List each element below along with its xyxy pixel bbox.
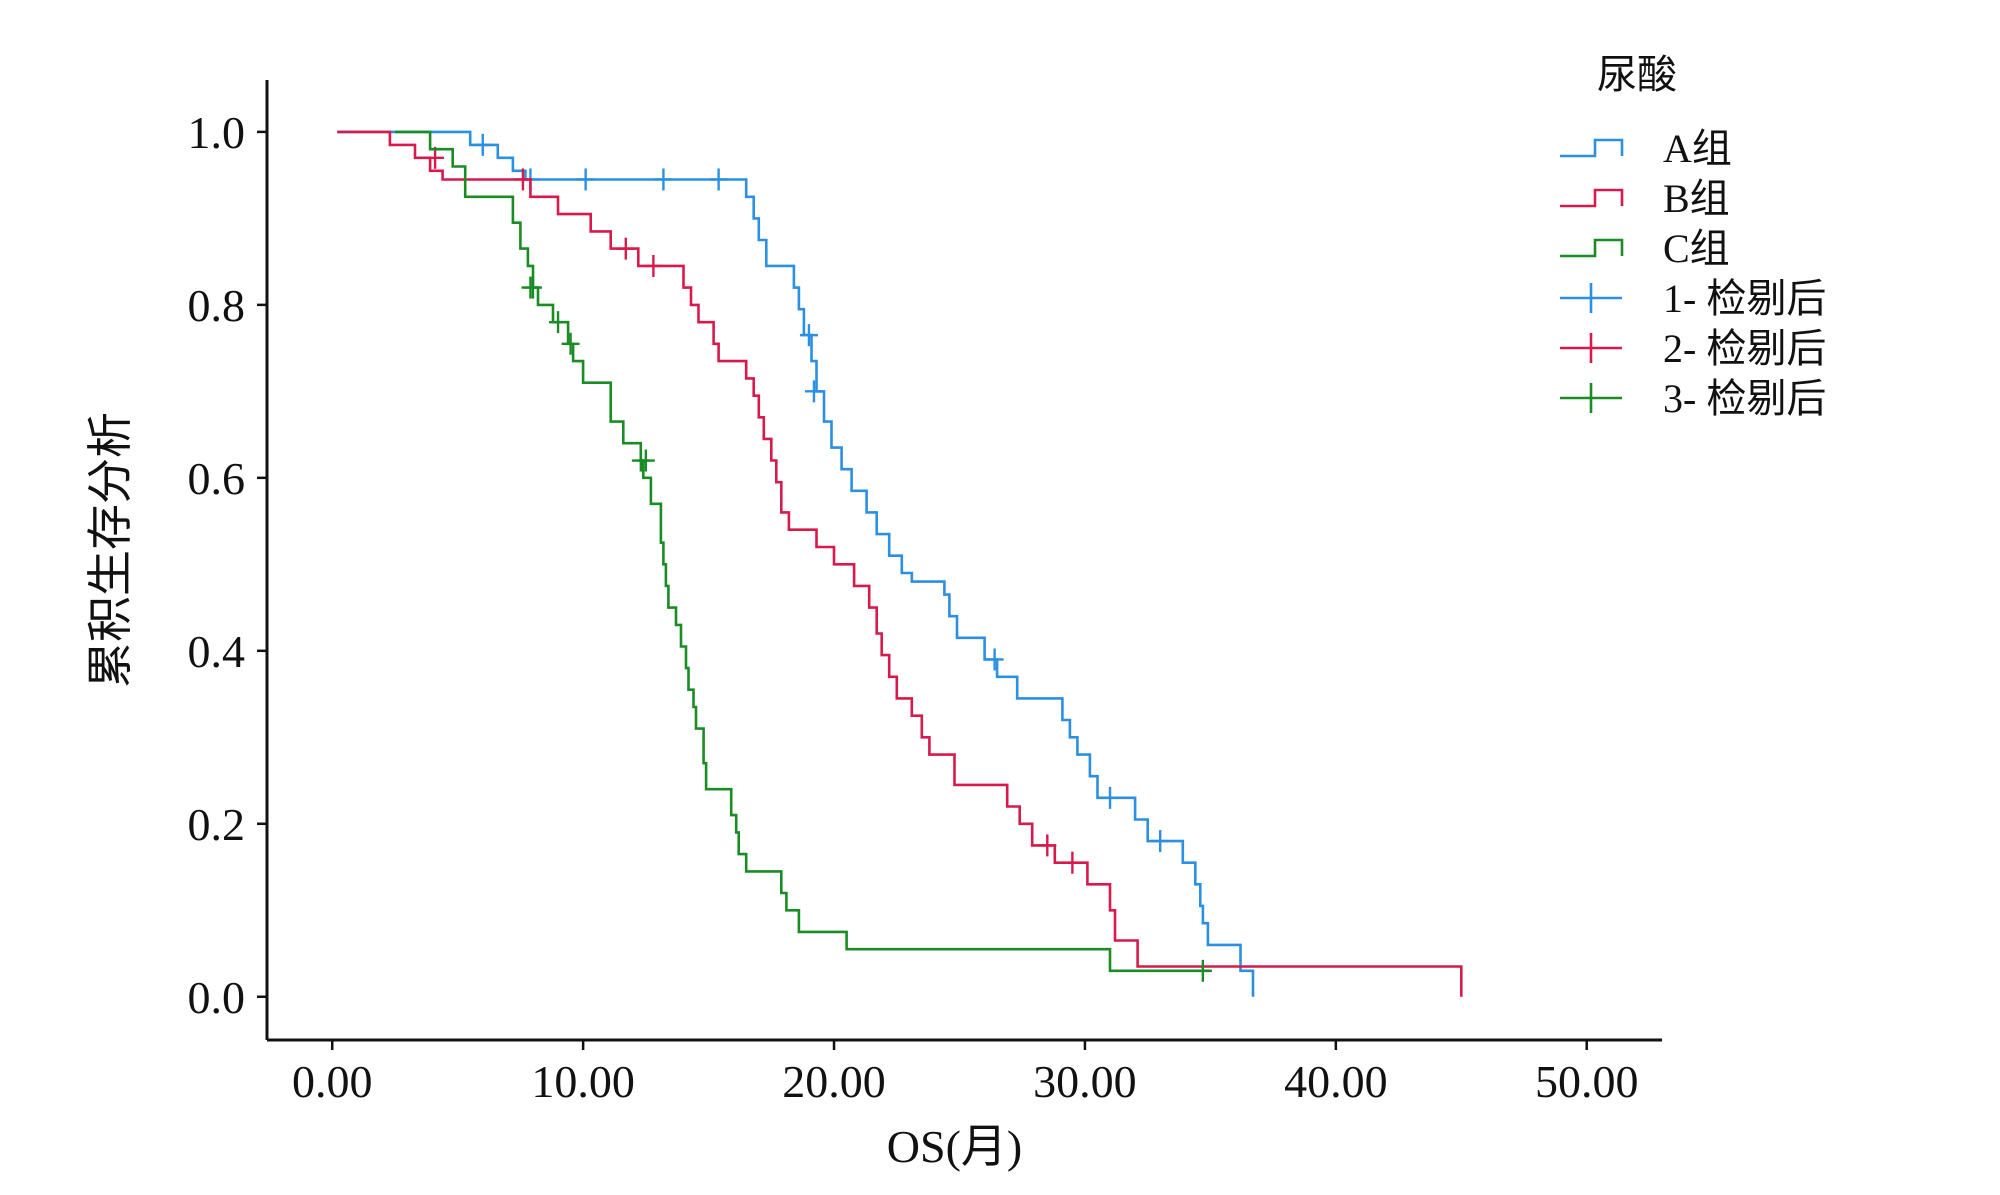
x-tick-label: 40.00 bbox=[1284, 1056, 1388, 1107]
legend-label: A组 bbox=[1663, 126, 1732, 171]
legend-label: 3- 检剔后 bbox=[1663, 376, 1826, 421]
legend-step-swatch bbox=[1560, 238, 1624, 258]
legend-entry-2: B组 bbox=[1560, 176, 1730, 221]
censor-mark bbox=[1063, 851, 1082, 874]
legend-label: 1- 检剔后 bbox=[1663, 276, 1826, 321]
censor-mark bbox=[561, 332, 580, 355]
censor-mark bbox=[799, 324, 818, 347]
y-axis-title: 累积生存分析 bbox=[85, 412, 136, 688]
censor-mark bbox=[1038, 834, 1057, 857]
axes: 0.00 10.00 20.00 30.00 40.00 50.00 0.0 0.2 0.4 0.… bbox=[85, 80, 1662, 1172]
censor-mark bbox=[1101, 786, 1120, 809]
survival-step-line bbox=[337, 130, 1463, 997]
legend: 尿酸 A组 B组 C组 1- 检剔后 2- 检剔后 3- 检剔后 bbox=[1560, 52, 1826, 421]
censor-mark bbox=[473, 133, 492, 156]
legend-entry-4: 1- 检剔后 bbox=[1560, 276, 1826, 321]
censor-mark bbox=[513, 168, 532, 191]
censor-mark bbox=[1151, 830, 1170, 853]
series-layer bbox=[337, 130, 1463, 997]
series-1 bbox=[337, 130, 1255, 997]
survival-step-line bbox=[395, 130, 1211, 973]
censor-mark bbox=[654, 168, 673, 191]
censor-mark bbox=[1193, 959, 1212, 982]
series-2 bbox=[337, 130, 1463, 997]
censor-mark bbox=[549, 311, 568, 334]
censor-mark bbox=[709, 168, 728, 191]
x-tick-label: 10.00 bbox=[531, 1056, 635, 1107]
legend-label: 2- 检剔后 bbox=[1663, 326, 1826, 371]
censor-mark bbox=[426, 146, 445, 169]
censor-mark bbox=[636, 449, 655, 472]
censor-mark bbox=[523, 276, 542, 299]
legend-entry-1: A组 bbox=[1560, 126, 1732, 171]
y-tick-label: 1.0 bbox=[188, 107, 246, 158]
legend-entry-6: 3- 检剔后 bbox=[1560, 376, 1826, 421]
censor-mark bbox=[985, 648, 1004, 671]
legend-step-swatch bbox=[1560, 138, 1624, 158]
x-axis-title: OS(月) bbox=[887, 1121, 1022, 1172]
y-tick-label: 0.4 bbox=[188, 626, 246, 677]
x-tick-label: 30.00 bbox=[1033, 1056, 1137, 1107]
legend-entry-3: C组 bbox=[1560, 226, 1730, 271]
legend-entry-5: 2- 检剔后 bbox=[1560, 326, 1826, 371]
x-tick-label: 20.00 bbox=[782, 1056, 886, 1107]
survival-step-line bbox=[337, 130, 1255, 997]
censor-mark bbox=[616, 237, 635, 260]
y-tick-label: 0.2 bbox=[188, 799, 246, 850]
legend-step-swatch bbox=[1560, 188, 1624, 208]
y-tick-label: 0.6 bbox=[188, 453, 246, 504]
x-tick-label: 50.00 bbox=[1535, 1056, 1639, 1107]
legend-label: C组 bbox=[1663, 226, 1730, 271]
x-tick-label: 0.00 bbox=[292, 1056, 373, 1107]
legend-label: B组 bbox=[1663, 176, 1730, 221]
censor-mark bbox=[576, 168, 595, 191]
y-tick-label: 0.8 bbox=[188, 280, 246, 331]
censor-mark bbox=[804, 380, 823, 403]
legend-title: 尿酸 bbox=[1597, 52, 1677, 97]
censor-mark bbox=[644, 254, 663, 277]
series-3 bbox=[395, 130, 1212, 982]
y-tick-label: 0.0 bbox=[188, 972, 246, 1023]
